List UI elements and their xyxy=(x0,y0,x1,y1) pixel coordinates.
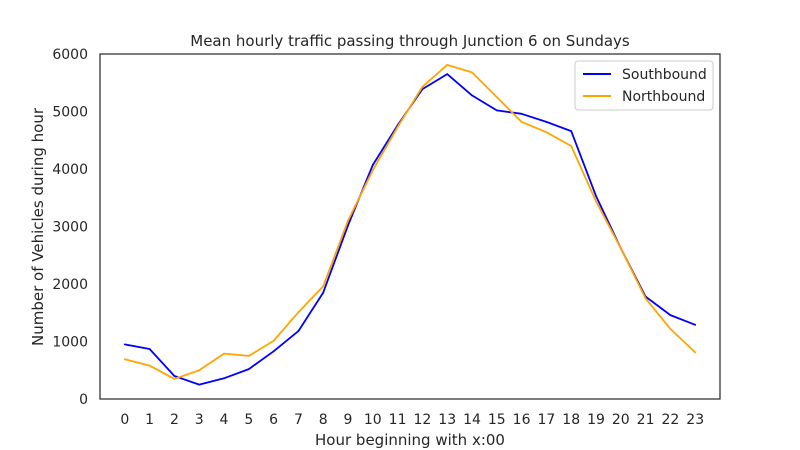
y-tick-label: 4000 xyxy=(52,162,88,178)
x-tick-label: 20 xyxy=(612,412,630,428)
data-point-southbound xyxy=(595,195,597,197)
x-axis-ticks: 0 1 2 3 4 5 6 7 8 9 10 11 12 13 14 15 16 17 18 19 20 21 22 23 xyxy=(120,412,704,428)
x-tick-label: 10 xyxy=(364,412,382,428)
x-tick-label: 17 xyxy=(537,412,555,428)
x-tick-label: 18 xyxy=(562,412,580,428)
legend-label-southbound: Southbound xyxy=(622,67,707,83)
x-tick-label: 6 xyxy=(269,412,278,428)
data-point-northbound xyxy=(247,354,250,357)
data-point-northbound xyxy=(123,358,126,361)
data-point-northbound xyxy=(173,377,176,380)
data-point-northbound xyxy=(595,200,597,203)
data-point-northbound xyxy=(148,364,151,367)
x-tick-label: 12 xyxy=(413,412,431,428)
legend: Southbound Northbound xyxy=(574,60,714,111)
x-tick-label: 4 xyxy=(220,412,229,428)
x-tick-label: 2 xyxy=(170,412,179,428)
x-tick-label: 13 xyxy=(438,412,456,428)
data-point-northbound xyxy=(322,285,325,288)
y-tick-label: 6000 xyxy=(52,47,88,63)
data-point-northbound xyxy=(545,131,548,134)
data-point-southbound xyxy=(520,112,523,115)
data-point-northbound xyxy=(396,126,399,128)
x-tick-label: 5 xyxy=(244,412,253,428)
series-lines xyxy=(123,64,697,386)
data-point-northbound xyxy=(446,64,449,66)
data-point-southbound xyxy=(322,291,325,294)
data-point-northbound xyxy=(471,71,473,74)
x-tick-label: 16 xyxy=(513,412,531,428)
y-tick-label: 5000 xyxy=(52,105,88,121)
x-tick-label: 14 xyxy=(463,412,481,428)
data-point-southbound xyxy=(272,350,275,353)
y-tick-label: 0 xyxy=(79,392,88,408)
data-point-northbound xyxy=(297,311,300,314)
legend-label-northbound: Northbound xyxy=(622,89,705,105)
data-point-northbound xyxy=(520,120,523,123)
data-point-northbound xyxy=(371,169,374,172)
x-tick-label: 11 xyxy=(389,412,407,428)
x-tick-label: 0 xyxy=(120,412,129,428)
data-point-southbound xyxy=(545,120,548,123)
x-tick-label: 7 xyxy=(294,412,303,428)
y-axis-ticks: 0 1000 2000 3000 4000 5000 6000 xyxy=(52,47,88,408)
data-point-southbound xyxy=(694,323,697,326)
data-point-southbound xyxy=(148,348,151,350)
y-tick-label: 1000 xyxy=(52,335,88,351)
data-point-southbound xyxy=(371,164,374,166)
data-point-southbound xyxy=(247,368,250,370)
x-tick-label: 3 xyxy=(195,412,204,428)
data-point-northbound xyxy=(272,340,275,342)
data-point-northbound xyxy=(198,369,201,372)
data-point-southbound xyxy=(198,383,201,386)
series-line-northbound xyxy=(124,64,696,380)
x-tick-label: 9 xyxy=(344,412,353,428)
data-point-northbound xyxy=(421,85,424,88)
data-point-southbound xyxy=(446,73,449,76)
data-point-southbound xyxy=(495,109,498,112)
x-tick-label: 22 xyxy=(661,412,679,428)
data-point-southbound xyxy=(123,343,126,346)
data-point-northbound xyxy=(644,297,647,300)
y-tick-label: 2000 xyxy=(52,277,88,293)
data-point-northbound xyxy=(223,352,225,355)
data-point-southbound xyxy=(669,314,672,316)
data-point-northbound xyxy=(694,351,697,354)
data-point-southbound xyxy=(347,224,349,227)
x-tick-label: 1 xyxy=(145,412,154,428)
chart-title: Mean hourly traffic passing through Junc… xyxy=(190,32,630,50)
x-tick-label: 23 xyxy=(686,412,704,428)
data-point-northbound xyxy=(619,247,622,250)
x-tick-label: 19 xyxy=(587,412,605,428)
data-point-southbound xyxy=(570,130,573,132)
data-point-southbound xyxy=(223,377,225,380)
data-point-northbound xyxy=(570,145,573,147)
y-tick-label: 3000 xyxy=(52,220,88,236)
data-point-southbound xyxy=(297,330,300,333)
data-point-northbound xyxy=(347,219,349,222)
x-tick-label: 21 xyxy=(637,412,655,428)
data-point-northbound xyxy=(669,327,672,330)
y-axis-label: Number of Vehicles during hour xyxy=(29,107,47,346)
x-axis-label: Hour beginning with x:00 xyxy=(315,431,505,449)
data-point-southbound xyxy=(173,375,176,377)
x-tick-label: 8 xyxy=(319,412,328,428)
x-tick-label: 15 xyxy=(488,412,506,428)
plot-frame xyxy=(99,53,721,400)
data-point-southbound xyxy=(471,94,473,97)
data-point-northbound xyxy=(495,96,498,99)
